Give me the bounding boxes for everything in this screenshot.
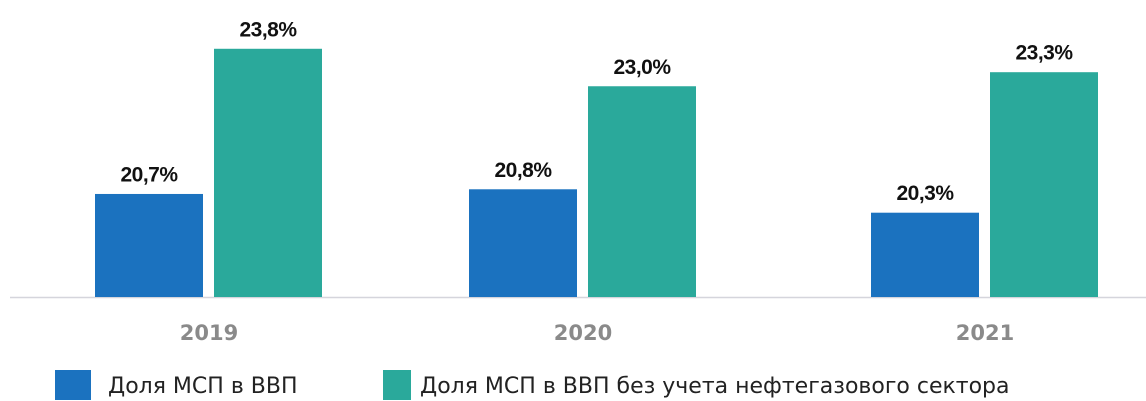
value-label: 20,3% [896,182,954,205]
x-tick-label: 2019 [180,321,238,345]
x-tick-label: 2021 [956,321,1014,345]
bar [214,48,322,298]
x-tick-label: 2020 [554,321,612,345]
bar [990,72,1098,297]
bar [871,212,979,297]
value-label: 23,0% [613,56,671,79]
bar [95,193,203,297]
legend-swatch [55,370,91,400]
legend-swatch [383,370,411,400]
value-label: 23,8% [239,18,297,41]
legend-label: Доля МСП в ВВП без учета нефтегазового с… [420,374,1010,399]
value-label: 23,3% [1015,42,1073,65]
legend-label: Доля МСП в ВВП [108,374,298,399]
value-label: 20,8% [494,159,552,182]
bar [469,189,577,297]
value-label: 20,7% [120,164,178,187]
bar [588,86,696,297]
